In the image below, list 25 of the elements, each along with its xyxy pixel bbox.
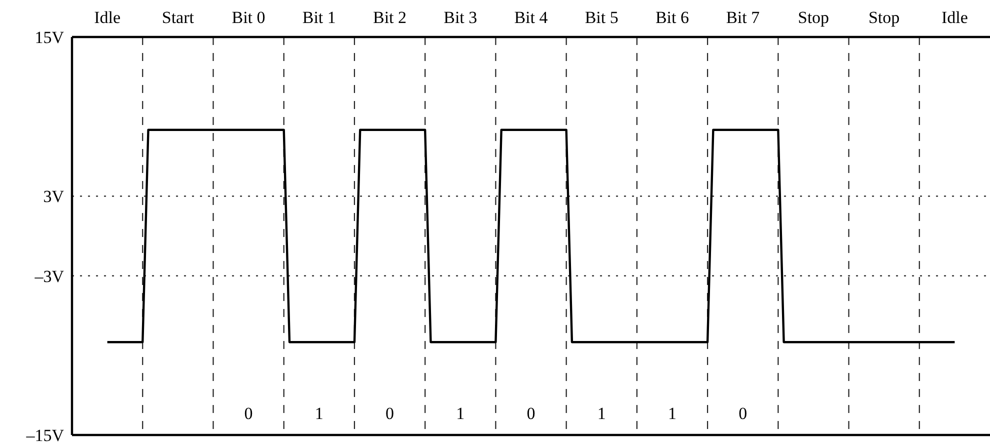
x-tick-label: Start	[162, 8, 194, 27]
annotation: 0	[738, 404, 748, 423]
annotation: 0	[386, 404, 394, 423]
x-tick-label: Stop	[798, 8, 830, 27]
annotation: 1	[456, 404, 465, 423]
annotation: 1	[668, 404, 676, 423]
y-tick-label: 15V	[34, 28, 65, 47]
x-tick-label: Bit 3	[444, 8, 478, 27]
x-tick-label: Idle	[941, 8, 968, 27]
annotation: 1	[597, 404, 606, 423]
y-tick-label: –3V	[34, 266, 65, 286]
x-tick-label: Bit 1	[302, 8, 336, 27]
annotation: 0	[244, 404, 253, 423]
annotation: 0	[526, 404, 536, 423]
x-tick-label: Bit 0	[232, 8, 266, 27]
y-tick-label: 3V	[43, 187, 65, 206]
x-tick-label: Bit 5	[584, 8, 618, 27]
x-tick-label: Bit 6	[655, 8, 690, 27]
x-tick-label: Stop	[868, 8, 900, 27]
x-tick-label: Bit 2	[372, 8, 407, 27]
annotation: 1	[314, 404, 324, 423]
x-tick-label: Bit 7	[726, 8, 760, 27]
y-tick-label: –15V	[25, 426, 65, 445]
x-tick-label: Bit 4	[514, 8, 548, 27]
x-tick-label: Idle	[94, 8, 121, 27]
